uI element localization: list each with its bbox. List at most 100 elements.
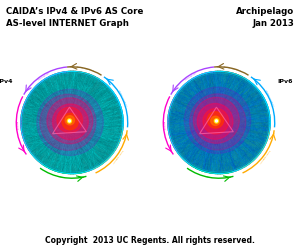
Point (79, 70, 84, 74)
Point (225, 70, 230, 74)
Point (261, 145, 266, 149)
Point (218, 172, 223, 175)
Point (105, 158, 110, 162)
Point (167, 111, 171, 115)
Point (183, 82, 188, 86)
Point (27, 92, 32, 96)
Point (170, 99, 175, 103)
Point (40, 79, 44, 83)
Point (253, 84, 257, 88)
Point (32, 86, 37, 89)
Point (22, 103, 26, 107)
Point (55, 72, 60, 76)
Text: IPv4: IPv4 (0, 79, 13, 84)
Point (119, 132, 124, 136)
Point (220, 70, 225, 73)
Point (118, 136, 123, 140)
Point (250, 82, 255, 86)
Point (112, 149, 117, 153)
Point (28, 90, 33, 94)
Point (70, 172, 74, 175)
Point (118, 138, 122, 142)
Point (84, 72, 89, 76)
Point (267, 127, 272, 131)
Point (247, 162, 251, 166)
Point (166, 119, 170, 123)
Circle shape (211, 116, 220, 126)
Point (46, 75, 51, 79)
Point (210, 171, 215, 175)
Point (121, 125, 125, 129)
Point (66, 70, 71, 73)
Point (120, 112, 125, 116)
Point (169, 102, 174, 106)
Point (181, 84, 185, 88)
Point (201, 72, 206, 76)
Point (29, 89, 34, 93)
Point (184, 81, 189, 85)
Point (166, 127, 171, 131)
Point (268, 116, 272, 120)
Point (87, 168, 92, 172)
Circle shape (65, 116, 74, 125)
Point (177, 88, 182, 92)
Point (187, 162, 191, 166)
Point (178, 154, 183, 158)
Point (21, 136, 26, 140)
Text: ASIA/PACIFIC: ASIA/PACIFIC (36, 71, 49, 80)
Point (61, 70, 66, 74)
Text: EUROPE: EUROPE (163, 121, 164, 130)
Point (202, 72, 207, 76)
Point (45, 76, 50, 80)
Point (90, 74, 95, 78)
Point (185, 80, 190, 84)
Point (240, 75, 244, 79)
Circle shape (214, 119, 218, 123)
Point (41, 78, 46, 82)
Point (112, 92, 117, 96)
Point (169, 138, 173, 142)
Point (195, 74, 200, 78)
Point (78, 171, 82, 175)
Point (119, 108, 124, 112)
Point (54, 169, 58, 173)
Point (172, 94, 177, 98)
Point (102, 160, 107, 164)
Point (226, 70, 231, 74)
Point (252, 83, 256, 87)
Point (34, 84, 38, 88)
Point (255, 87, 260, 91)
Point (170, 142, 175, 146)
Point (93, 166, 98, 170)
Point (228, 70, 232, 74)
Point (60, 70, 65, 74)
Point (243, 164, 248, 168)
Point (94, 76, 99, 80)
Point (106, 157, 110, 161)
Point (260, 148, 265, 152)
Point (19, 117, 23, 121)
Point (27, 149, 32, 153)
Point (190, 164, 195, 168)
Point (51, 73, 56, 77)
Point (34, 83, 39, 87)
Point (263, 100, 268, 104)
Point (229, 170, 234, 174)
Point (232, 169, 237, 173)
Point (81, 70, 85, 74)
Point (74, 172, 79, 175)
Point (267, 112, 272, 116)
Point (221, 70, 226, 73)
Point (57, 170, 62, 174)
Point (174, 92, 179, 96)
Point (84, 170, 89, 173)
Point (254, 86, 259, 89)
Point (19, 119, 23, 123)
Point (121, 122, 125, 126)
Point (178, 87, 183, 91)
Point (121, 124, 125, 128)
Point (66, 172, 71, 175)
Point (185, 161, 190, 165)
Point (20, 106, 25, 110)
Point (94, 165, 99, 169)
